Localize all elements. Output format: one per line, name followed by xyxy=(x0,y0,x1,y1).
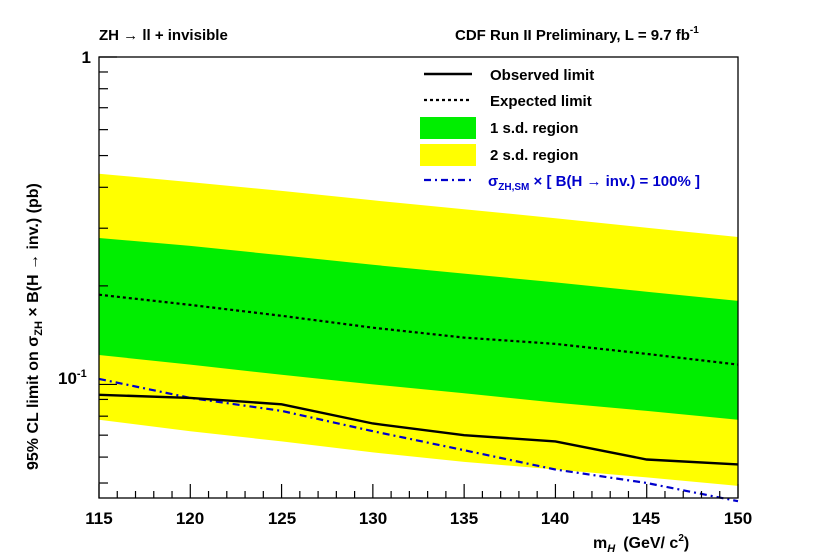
legend-one-sd-swatch xyxy=(420,117,476,139)
legend-expected-label: Expected limit xyxy=(490,93,592,110)
y-axis-label: 95% CL limit on σZH × B(H → inv.) (pb) xyxy=(25,183,45,470)
x-tick-label-135: 135 xyxy=(450,509,478,528)
chart-title-left: ZH → ll + invisible xyxy=(99,27,228,44)
observed-limit-line xyxy=(98,393,739,466)
legend-two-sd-swatch xyxy=(420,144,476,166)
x-tick-label-145: 145 xyxy=(632,509,660,528)
legend-two-sd-label: 2 s.d. region xyxy=(490,147,578,164)
y-tick-label-0.1: 10-1 xyxy=(58,368,87,388)
x-tick-label-120: 120 xyxy=(176,509,204,528)
one-sd-band xyxy=(99,238,738,420)
legend-observed-label: Observed limit xyxy=(490,67,594,84)
y-tick-label-1: 1 xyxy=(82,48,91,67)
plot-frame xyxy=(98,56,739,499)
x-tick-label-150: 150 xyxy=(724,509,752,528)
x-tick-label-115: 115 xyxy=(85,509,112,528)
x-tick-label-130: 130 xyxy=(359,509,387,528)
expected-limit-line xyxy=(98,293,739,366)
legend-theory-label: σZH,SM × [ B(H → inv.) = 100% ] xyxy=(488,173,700,193)
x-tick-label-140: 140 xyxy=(541,509,569,528)
x-tick-labels: 115 120 125 130 135 140 145 150 xyxy=(85,509,752,528)
legend-one-sd-label: 1 s.d. region xyxy=(490,120,578,137)
chart-title-right: CDF Run II Preliminary, L = 9.7 fb-1 xyxy=(455,25,699,44)
legend: Observed limit Expected limit 1 s.d. reg… xyxy=(420,67,700,193)
x-tick-label-125: 125 xyxy=(268,509,296,528)
x-axis-label: mH (GeV/ c2) xyxy=(593,533,689,555)
axis-ticks xyxy=(98,56,739,498)
